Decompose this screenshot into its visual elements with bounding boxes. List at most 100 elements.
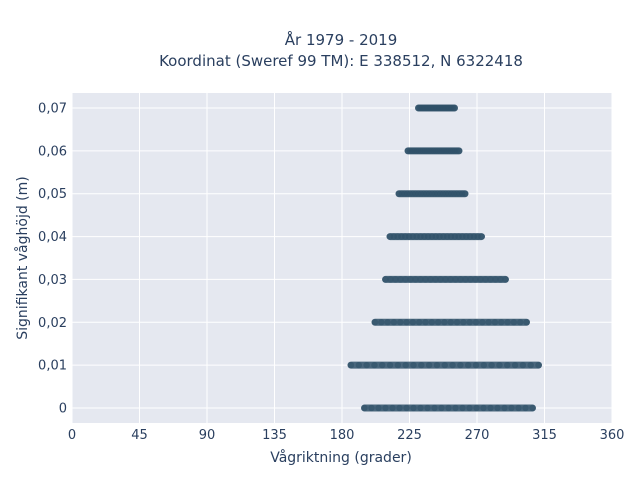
data-point: [478, 233, 485, 240]
data-point: [363, 361, 370, 369]
data-point: [487, 276, 494, 283]
y-tick-label: 0,06: [38, 144, 67, 159]
y-tick-label: 0: [59, 402, 67, 417]
data-point: [379, 361, 386, 369]
data-point: [498, 319, 505, 326]
y-tick-label: 0,05: [38, 187, 67, 202]
data-point: [371, 319, 379, 326]
data-point: [378, 319, 385, 326]
data-point: [422, 319, 429, 326]
data-point: [390, 319, 398, 326]
data-point: [488, 361, 495, 369]
data-point: [428, 319, 436, 326]
data-point: [403, 404, 410, 412]
x-tick-label: 315: [532, 428, 557, 443]
data-point: [382, 404, 389, 412]
y-tick-label: 0,04: [38, 230, 67, 245]
data-point: [455, 147, 463, 155]
data-point: [477, 276, 484, 283]
data-point: [497, 276, 504, 283]
x-tick-label: 45: [131, 428, 148, 443]
data-point: [417, 276, 424, 283]
data-point: [452, 276, 459, 283]
data-point: [402, 361, 409, 369]
data-point: [473, 404, 480, 412]
data-point: [457, 361, 464, 369]
data-point: [347, 361, 355, 369]
data-point: [433, 361, 441, 369]
data-point: [485, 319, 492, 326]
data-point: [510, 319, 518, 326]
data-point: [519, 361, 527, 369]
data-point: [445, 404, 452, 412]
y-tick-labels: 0 0,01 0,02 0,03 0,04 0,05 0,06 0,07: [38, 102, 67, 417]
data-point: [457, 276, 464, 283]
x-tick-label: 270: [465, 428, 490, 443]
y-tick-label: 0,07: [38, 102, 67, 117]
data-point: [494, 404, 501, 412]
data-point: [472, 361, 480, 369]
data-point: [415, 319, 423, 326]
data-point: [467, 276, 474, 283]
data-point: [410, 404, 417, 412]
data-point: [438, 404, 445, 412]
data-point: [397, 319, 404, 326]
data-point: [504, 361, 511, 369]
data-point: [397, 276, 404, 283]
data-point: [453, 319, 461, 326]
data-point: [425, 361, 433, 369]
data-point: [527, 361, 534, 369]
data-point: [516, 319, 524, 326]
data-point: [431, 404, 438, 412]
chart-title-line-2: Koordinat (Sweref 99 TM): E 338512, N 63…: [159, 52, 523, 70]
data-point: [451, 104, 458, 112]
data-point: [508, 404, 515, 412]
y-tick-label: 0,02: [38, 316, 67, 331]
x-axis-title: Vågriktning (grader): [270, 449, 412, 466]
data-point: [355, 361, 363, 369]
data-point: [535, 361, 542, 369]
data-point: [417, 404, 424, 412]
data-point: [412, 276, 419, 283]
x-tick-label: 0: [68, 428, 76, 443]
data-point: [361, 404, 368, 412]
x-tick-label: 180: [330, 428, 355, 443]
x-tick-labels: 0 45 90 135 180 225 270 315 360: [68, 428, 625, 443]
data-point: [396, 404, 403, 412]
data-point: [422, 276, 429, 283]
data-point: [529, 404, 536, 412]
data-point: [460, 319, 467, 326]
data-point: [389, 404, 396, 412]
x-tick-label: 225: [397, 428, 422, 443]
data-point: [464, 361, 472, 369]
data-point: [452, 404, 459, 412]
data-point: [407, 276, 414, 283]
data-point: [466, 319, 473, 326]
data-point: [515, 404, 522, 412]
data-point: [434, 319, 442, 326]
data-point: [441, 319, 448, 326]
data-point: [442, 276, 449, 283]
data-point: [447, 319, 454, 326]
data-point: [522, 404, 529, 412]
data-point: [437, 276, 444, 283]
data-point: [472, 276, 479, 283]
data-point: [472, 319, 480, 326]
data-point: [480, 404, 487, 412]
data-point: [371, 361, 378, 369]
data-point: [449, 361, 456, 369]
data-point: [394, 361, 402, 369]
data-point: [479, 319, 486, 326]
data-point: [511, 361, 519, 369]
data-point: [386, 361, 394, 369]
data-point: [441, 361, 448, 369]
data-point: [501, 404, 508, 412]
data-point: [410, 361, 417, 369]
data-point: [523, 319, 530, 326]
data-point: [432, 276, 439, 283]
data-point: [461, 190, 469, 197]
x-tick-label: 135: [262, 428, 287, 443]
data-point: [491, 319, 499, 326]
y-tick-label: 0,01: [38, 359, 67, 374]
